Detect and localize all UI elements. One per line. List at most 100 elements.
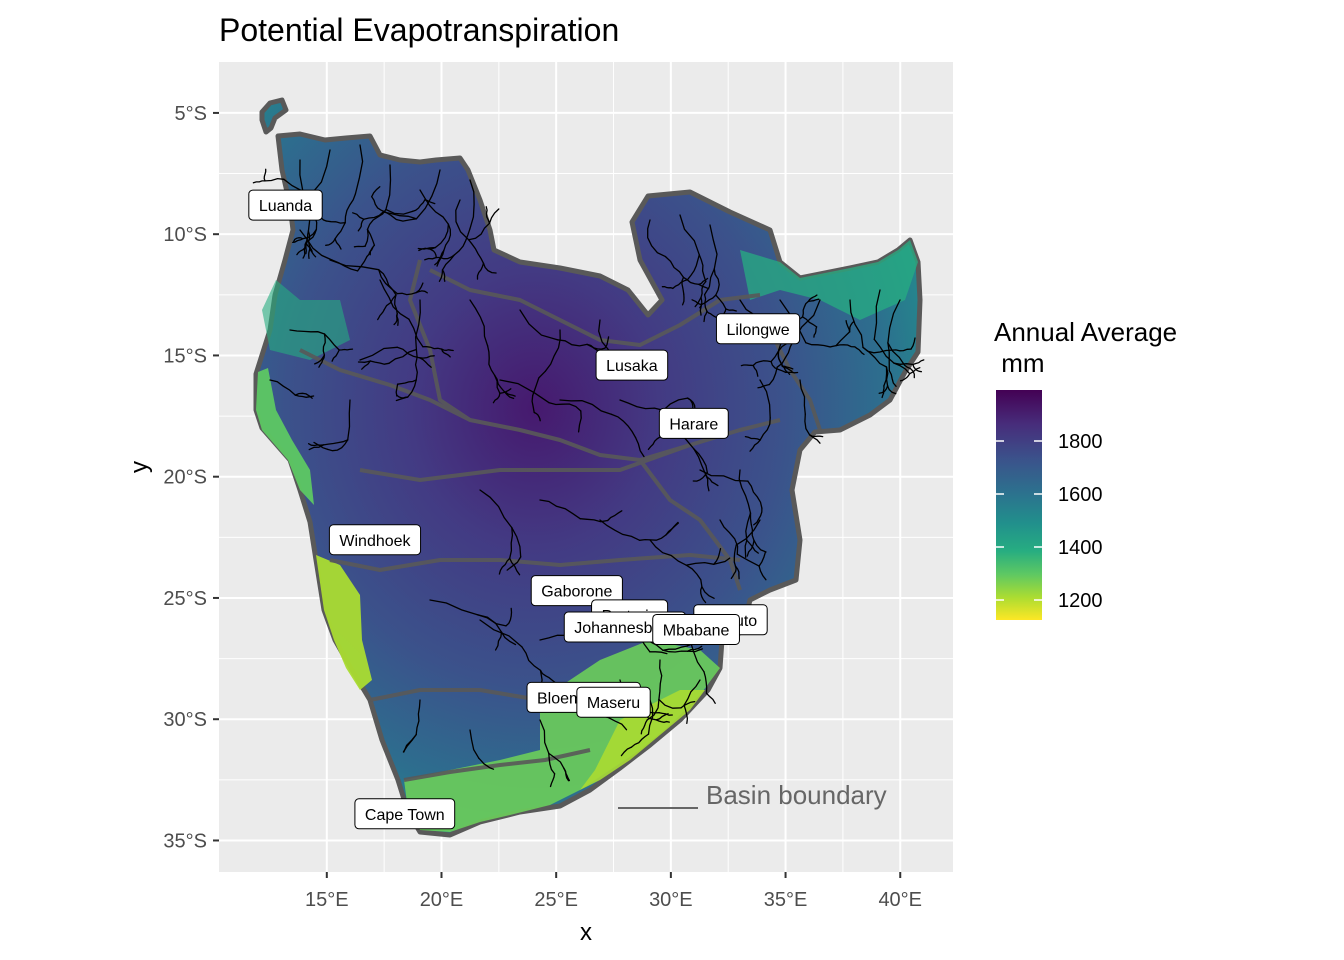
river-segment	[640, 719, 648, 735]
river-segment	[488, 208, 500, 224]
river-segment	[845, 319, 851, 333]
river-segment	[263, 168, 267, 182]
namib-coast-zone	[316, 555, 372, 690]
river-segment	[548, 752, 565, 769]
river-segment	[366, 208, 387, 231]
river-segment	[352, 212, 365, 220]
river-segment	[331, 349, 340, 362]
river-segment	[878, 385, 889, 394]
river-segment	[662, 397, 689, 411]
river-segment	[672, 279, 689, 290]
river-network	[252, 144, 925, 788]
river-segment	[662, 649, 689, 653]
river-segment	[807, 294, 818, 303]
river-segment	[289, 329, 326, 335]
river-segment	[862, 346, 893, 354]
chart-title: Potential Evapotranspiration	[219, 12, 619, 48]
river-segment	[302, 247, 306, 259]
river-segment	[680, 700, 696, 709]
river-segment	[686, 648, 704, 653]
river-segment	[396, 291, 417, 296]
river-segment	[371, 196, 386, 213]
river-segment	[441, 254, 456, 271]
river-segment	[759, 417, 771, 441]
legend-tick-label: 1600	[1058, 484, 1103, 506]
river-segment	[744, 539, 748, 559]
river-segment	[607, 510, 623, 522]
river-segment	[383, 294, 397, 311]
river-segment	[888, 370, 897, 387]
city-label-box	[658, 407, 729, 439]
river-segment	[808, 434, 824, 438]
river-segment	[681, 293, 685, 306]
river-segment	[559, 399, 613, 416]
river-segment	[422, 346, 443, 350]
river-segment	[887, 299, 901, 344]
x-tick-label: 20°E	[420, 889, 464, 911]
river-segment	[887, 342, 890, 372]
river-segment	[327, 439, 349, 452]
river-segment	[434, 249, 445, 266]
river-segment	[307, 443, 325, 447]
river-segment	[293, 237, 304, 243]
river-segment	[692, 471, 708, 482]
x-tick-label: 30°E	[649, 889, 693, 911]
river-segment	[313, 441, 329, 451]
river-segment	[883, 366, 888, 387]
river-segment	[909, 367, 921, 375]
river-segment	[746, 539, 755, 557]
river-segment	[620, 746, 633, 757]
river-segment	[805, 342, 837, 348]
river-segment	[713, 268, 720, 296]
x-tick-label: 35°E	[764, 889, 808, 911]
river-segment	[455, 199, 470, 241]
river-segment	[296, 247, 306, 256]
river-segment	[403, 733, 417, 753]
river-segment	[683, 679, 701, 706]
city-label-text: Johannesburg	[574, 620, 675, 637]
river-segment	[646, 698, 660, 721]
river-segment	[493, 374, 505, 393]
river-segment	[713, 557, 731, 565]
river-segment	[700, 280, 707, 299]
city-label-text: Windhoek	[339, 533, 411, 550]
river-segment	[664, 255, 685, 279]
river-segment	[533, 411, 541, 422]
river-segment	[499, 379, 550, 404]
x-tick-label: 25°E	[534, 889, 578, 911]
river-segment	[662, 645, 688, 651]
river-segment	[891, 348, 912, 352]
river-segment	[359, 346, 398, 361]
river-segment	[505, 607, 513, 627]
river-segment	[849, 299, 864, 349]
river-segment	[681, 276, 685, 295]
river-segment	[781, 365, 793, 372]
river-segment	[647, 436, 661, 451]
river-segment	[305, 242, 313, 253]
river-segment	[338, 348, 354, 351]
x-axis: 15°E 20°E 25°E 30°E 35°E 40°E	[305, 872, 922, 911]
river-segment	[704, 473, 719, 487]
city-label-text: Harare	[669, 416, 718, 433]
river-segment	[638, 534, 667, 541]
river-segment	[753, 539, 767, 553]
river-segment	[396, 394, 409, 399]
city-label-box	[595, 349, 669, 381]
river-segment	[758, 565, 767, 581]
river-segment	[323, 333, 340, 351]
river-segment	[415, 290, 428, 294]
river-segment	[734, 565, 740, 580]
river-segment	[887, 342, 906, 366]
city-label: Harare	[658, 407, 729, 439]
river-segment	[610, 413, 637, 439]
river-segment	[736, 553, 760, 567]
river-segment	[655, 719, 670, 723]
y-axis-title: y	[126, 461, 153, 473]
river-segment	[691, 299, 703, 306]
river-segment	[482, 262, 497, 274]
river-segment	[544, 329, 561, 372]
river-segment	[441, 348, 454, 352]
river-segment	[435, 254, 456, 260]
river-segment	[509, 526, 514, 559]
river-segment	[506, 556, 522, 571]
